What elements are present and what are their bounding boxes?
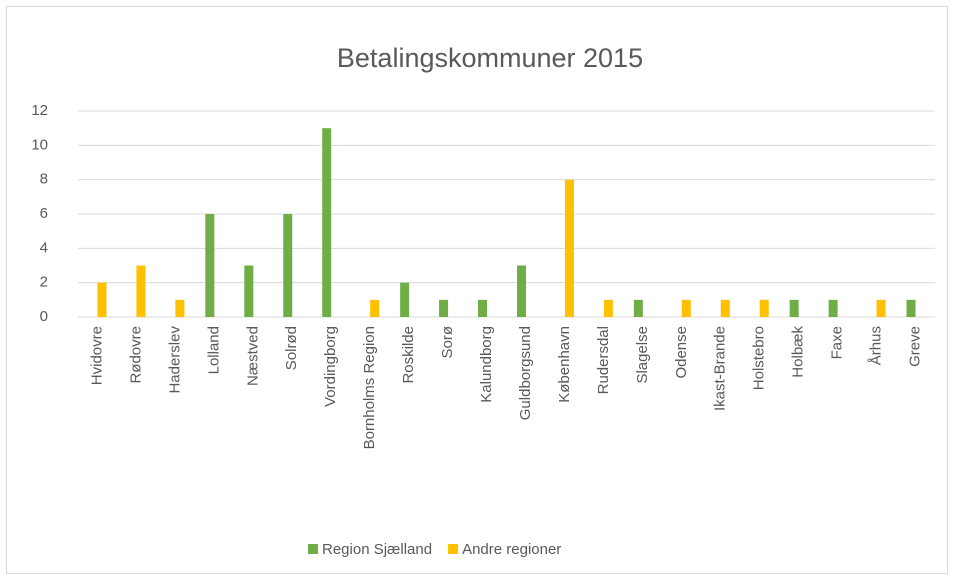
- x-tick-label: Greve: [906, 326, 923, 367]
- chart-title: Betalingskommuner 2015: [337, 43, 643, 73]
- y-tick-label: 6: [40, 205, 48, 222]
- x-tick-label: Næstved: [244, 326, 261, 386]
- x-tick-label: Bornholms Region: [361, 326, 378, 449]
- x-tick-label: Kalundborg: [478, 326, 495, 403]
- x-tick-label: Slagelse: [634, 326, 651, 384]
- x-tick-label: Rudersdal: [595, 326, 612, 394]
- bar: [322, 128, 332, 317]
- x-tick-label: Vordingborg: [322, 326, 339, 407]
- x-tick-label: Odense: [673, 326, 690, 379]
- bar: [136, 265, 146, 317]
- legend-swatch: [308, 544, 318, 554]
- x-tick-label: Sorø: [439, 326, 456, 359]
- x-tick-label: Hvidovre: [88, 326, 105, 385]
- y-tick-label: 0: [40, 308, 48, 325]
- bar: [175, 299, 185, 317]
- x-tick-label: Århus: [868, 326, 885, 365]
- legend-label: Region Sjælland: [322, 541, 432, 558]
- bar: [720, 299, 730, 317]
- bar: [759, 299, 769, 317]
- legend-label: Andre regioner: [462, 541, 561, 558]
- x-tick-label: Rødovre: [127, 326, 144, 384]
- bar: [283, 214, 293, 317]
- x-tick-label: Roskilde: [400, 326, 417, 384]
- bar: [97, 282, 107, 317]
- bar: [478, 299, 488, 317]
- x-tick-label: Haderslev: [166, 326, 183, 394]
- bar: [828, 299, 838, 317]
- bar: [400, 282, 410, 317]
- bar: [564, 179, 574, 317]
- x-tick-label: Ikast-Brande: [712, 326, 729, 411]
- x-tick-label: Solrød: [283, 326, 300, 370]
- bar: [370, 299, 380, 317]
- y-tick-label: 12: [31, 102, 48, 119]
- y-tick-label: 2: [40, 274, 48, 291]
- y-tick-label: 10: [31, 136, 48, 153]
- bar: [876, 299, 886, 317]
- legend-swatch: [448, 544, 459, 554]
- bar: [603, 299, 613, 317]
- bar: [516, 265, 526, 317]
- bar: [439, 299, 449, 317]
- bar: [633, 299, 643, 317]
- x-tick-label: Faxe: [829, 326, 846, 359]
- x-tick-label: Holstebro: [751, 326, 768, 390]
- x-tick-label: Lolland: [205, 326, 222, 374]
- bar: [906, 299, 916, 317]
- y-tick-label: 8: [40, 171, 48, 188]
- x-tick-label: København: [556, 326, 573, 403]
- bar: [244, 265, 254, 317]
- chart-border: [6, 6, 948, 574]
- x-tick-label: Guldborgsund: [517, 326, 534, 420]
- bar: [789, 299, 799, 317]
- y-tick-label: 4: [40, 239, 48, 256]
- x-tick-label: Holbæk: [790, 326, 807, 378]
- bar: [681, 299, 691, 317]
- bar: [205, 214, 215, 317]
